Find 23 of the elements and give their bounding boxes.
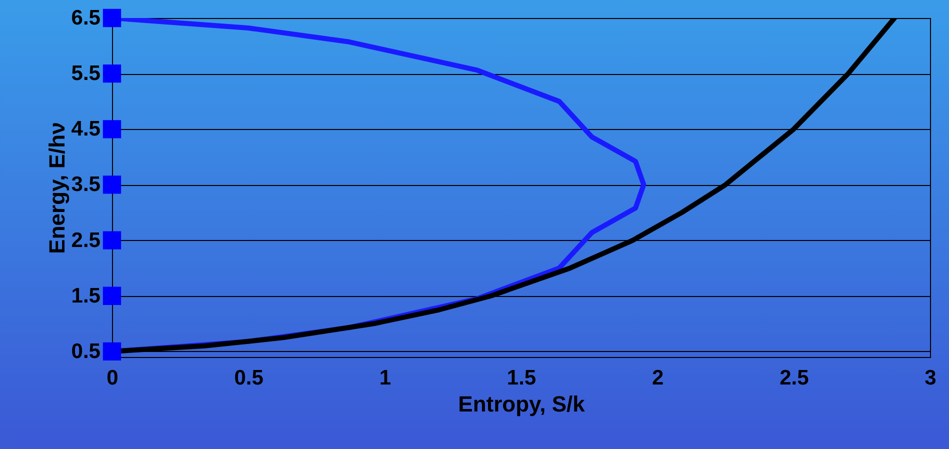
x-tick-label: 3	[924, 366, 936, 390]
y-axis-title: Energy, E/hν	[44, 122, 70, 254]
y-tick-label: 1.5	[71, 284, 101, 308]
x-axis-title: Entropy, S/k	[458, 392, 586, 416]
x-tick-label: 2.5	[780, 366, 810, 390]
point	[102, 342, 122, 361]
x-tick-label: 1.5	[506, 366, 536, 390]
x-tick-label: 0	[106, 366, 118, 390]
x-tick-label: 1	[379, 366, 392, 390]
y-tick-label: 6.5	[71, 6, 101, 30]
point	[102, 286, 122, 305]
y-tick-label: 0.5	[71, 340, 101, 363]
y-tick-label: 5.5	[71, 62, 101, 86]
point	[102, 176, 122, 194]
point	[102, 8, 122, 28]
y-tick-label: 4.5	[71, 118, 101, 141]
x-tick-label: 2	[652, 366, 664, 390]
y-tick-label: 3.5	[71, 173, 101, 196]
y-tick-label: 2.5	[71, 228, 101, 252]
point	[102, 231, 122, 250]
point	[102, 120, 122, 138]
x-tick-label: 0.5	[234, 366, 264, 390]
point	[102, 64, 122, 83]
